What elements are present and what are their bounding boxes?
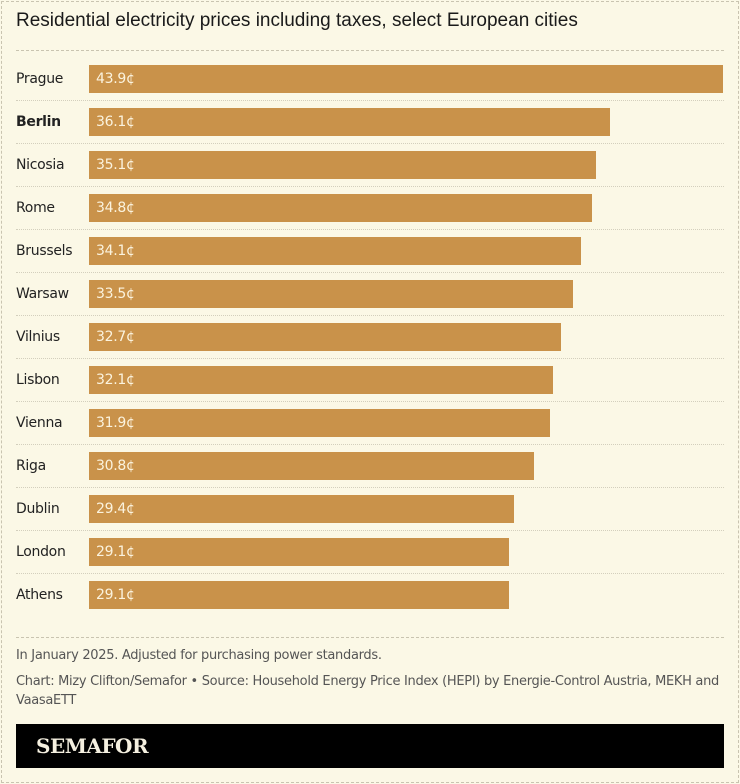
value-label: 35.1¢ bbox=[96, 157, 135, 173]
category-label: Warsaw bbox=[16, 286, 69, 302]
row-separator bbox=[16, 401, 724, 402]
bar-row: Berlin 36.1¢ bbox=[16, 101, 724, 144]
bar bbox=[89, 151, 596, 179]
chart-note: In January 2025. Adjusted for purchasing… bbox=[16, 648, 382, 663]
category-label: Prague bbox=[16, 71, 64, 87]
value-label: 29.1¢ bbox=[96, 587, 135, 603]
bar bbox=[89, 65, 723, 93]
category-label: London bbox=[16, 544, 66, 560]
value-label: 29.1¢ bbox=[96, 544, 135, 560]
footer-divider bbox=[16, 637, 724, 638]
row-separator bbox=[16, 530, 724, 531]
row-separator bbox=[16, 573, 724, 574]
value-label: 32.7¢ bbox=[96, 329, 135, 345]
bar-row: Vienna 31.9¢ bbox=[16, 402, 724, 445]
category-label: Athens bbox=[16, 587, 63, 603]
category-label: Riga bbox=[16, 458, 46, 474]
title-divider bbox=[16, 50, 724, 51]
value-label: 34.8¢ bbox=[96, 200, 135, 216]
value-label: 32.1¢ bbox=[96, 372, 135, 388]
bar bbox=[89, 280, 573, 308]
row-separator bbox=[16, 487, 724, 488]
bar-row: London 29.1¢ bbox=[16, 531, 724, 574]
value-label: 29.4¢ bbox=[96, 501, 135, 517]
value-label: 34.1¢ bbox=[96, 243, 135, 259]
bar-row: Athens 29.1¢ bbox=[16, 574, 724, 617]
row-separator bbox=[16, 272, 724, 273]
row-separator bbox=[16, 143, 724, 144]
bar bbox=[89, 194, 592, 222]
value-label: 31.9¢ bbox=[96, 415, 135, 431]
row-separator bbox=[16, 315, 724, 316]
bar bbox=[89, 538, 510, 566]
row-separator bbox=[16, 444, 724, 445]
category-label: Brussels bbox=[16, 243, 73, 259]
value-label: 36.1¢ bbox=[96, 114, 135, 130]
bar bbox=[89, 495, 514, 523]
brand-banner: SEMAFOR bbox=[16, 724, 724, 768]
value-label: 43.9¢ bbox=[96, 71, 135, 87]
bar bbox=[89, 452, 534, 480]
bar bbox=[89, 323, 562, 351]
bar-row: Vilnius 32.7¢ bbox=[16, 316, 724, 359]
chart-source: Chart: Mizy Clifton/Semafor • Source: Ho… bbox=[16, 674, 719, 708]
row-separator bbox=[16, 100, 724, 101]
row-separator bbox=[16, 229, 724, 230]
bar bbox=[89, 581, 510, 609]
bar-row: Brussels 34.1¢ bbox=[16, 230, 724, 273]
value-label: 33.5¢ bbox=[96, 286, 135, 302]
bar bbox=[89, 409, 550, 437]
bar-row: Dublin 29.4¢ bbox=[16, 488, 724, 531]
bar-row: Lisbon 32.1¢ bbox=[16, 359, 724, 402]
bar-row: Riga 30.8¢ bbox=[16, 445, 724, 488]
category-label: Nicosia bbox=[16, 157, 65, 173]
category-label: Berlin bbox=[16, 114, 61, 130]
bar bbox=[89, 366, 553, 394]
value-label: 30.8¢ bbox=[96, 458, 135, 474]
category-label: Rome bbox=[16, 200, 55, 216]
row-separator bbox=[16, 186, 724, 187]
bar-row: Nicosia 35.1¢ bbox=[16, 144, 724, 187]
bar bbox=[89, 108, 611, 136]
bar-row: Warsaw 33.5¢ bbox=[16, 273, 724, 316]
bar bbox=[89, 237, 582, 265]
semafor-logo: SEMAFOR bbox=[36, 734, 149, 758]
category-label: Lisbon bbox=[16, 372, 60, 388]
category-label: Dublin bbox=[16, 501, 60, 517]
category-label: Vienna bbox=[16, 415, 63, 431]
chart-title: Residential electricity prices including… bbox=[16, 10, 578, 31]
row-separator bbox=[16, 358, 724, 359]
bar-row: Rome 34.8¢ bbox=[16, 187, 724, 230]
bar-row: Prague 43.9¢ bbox=[16, 58, 724, 101]
category-label: Vilnius bbox=[16, 329, 60, 345]
